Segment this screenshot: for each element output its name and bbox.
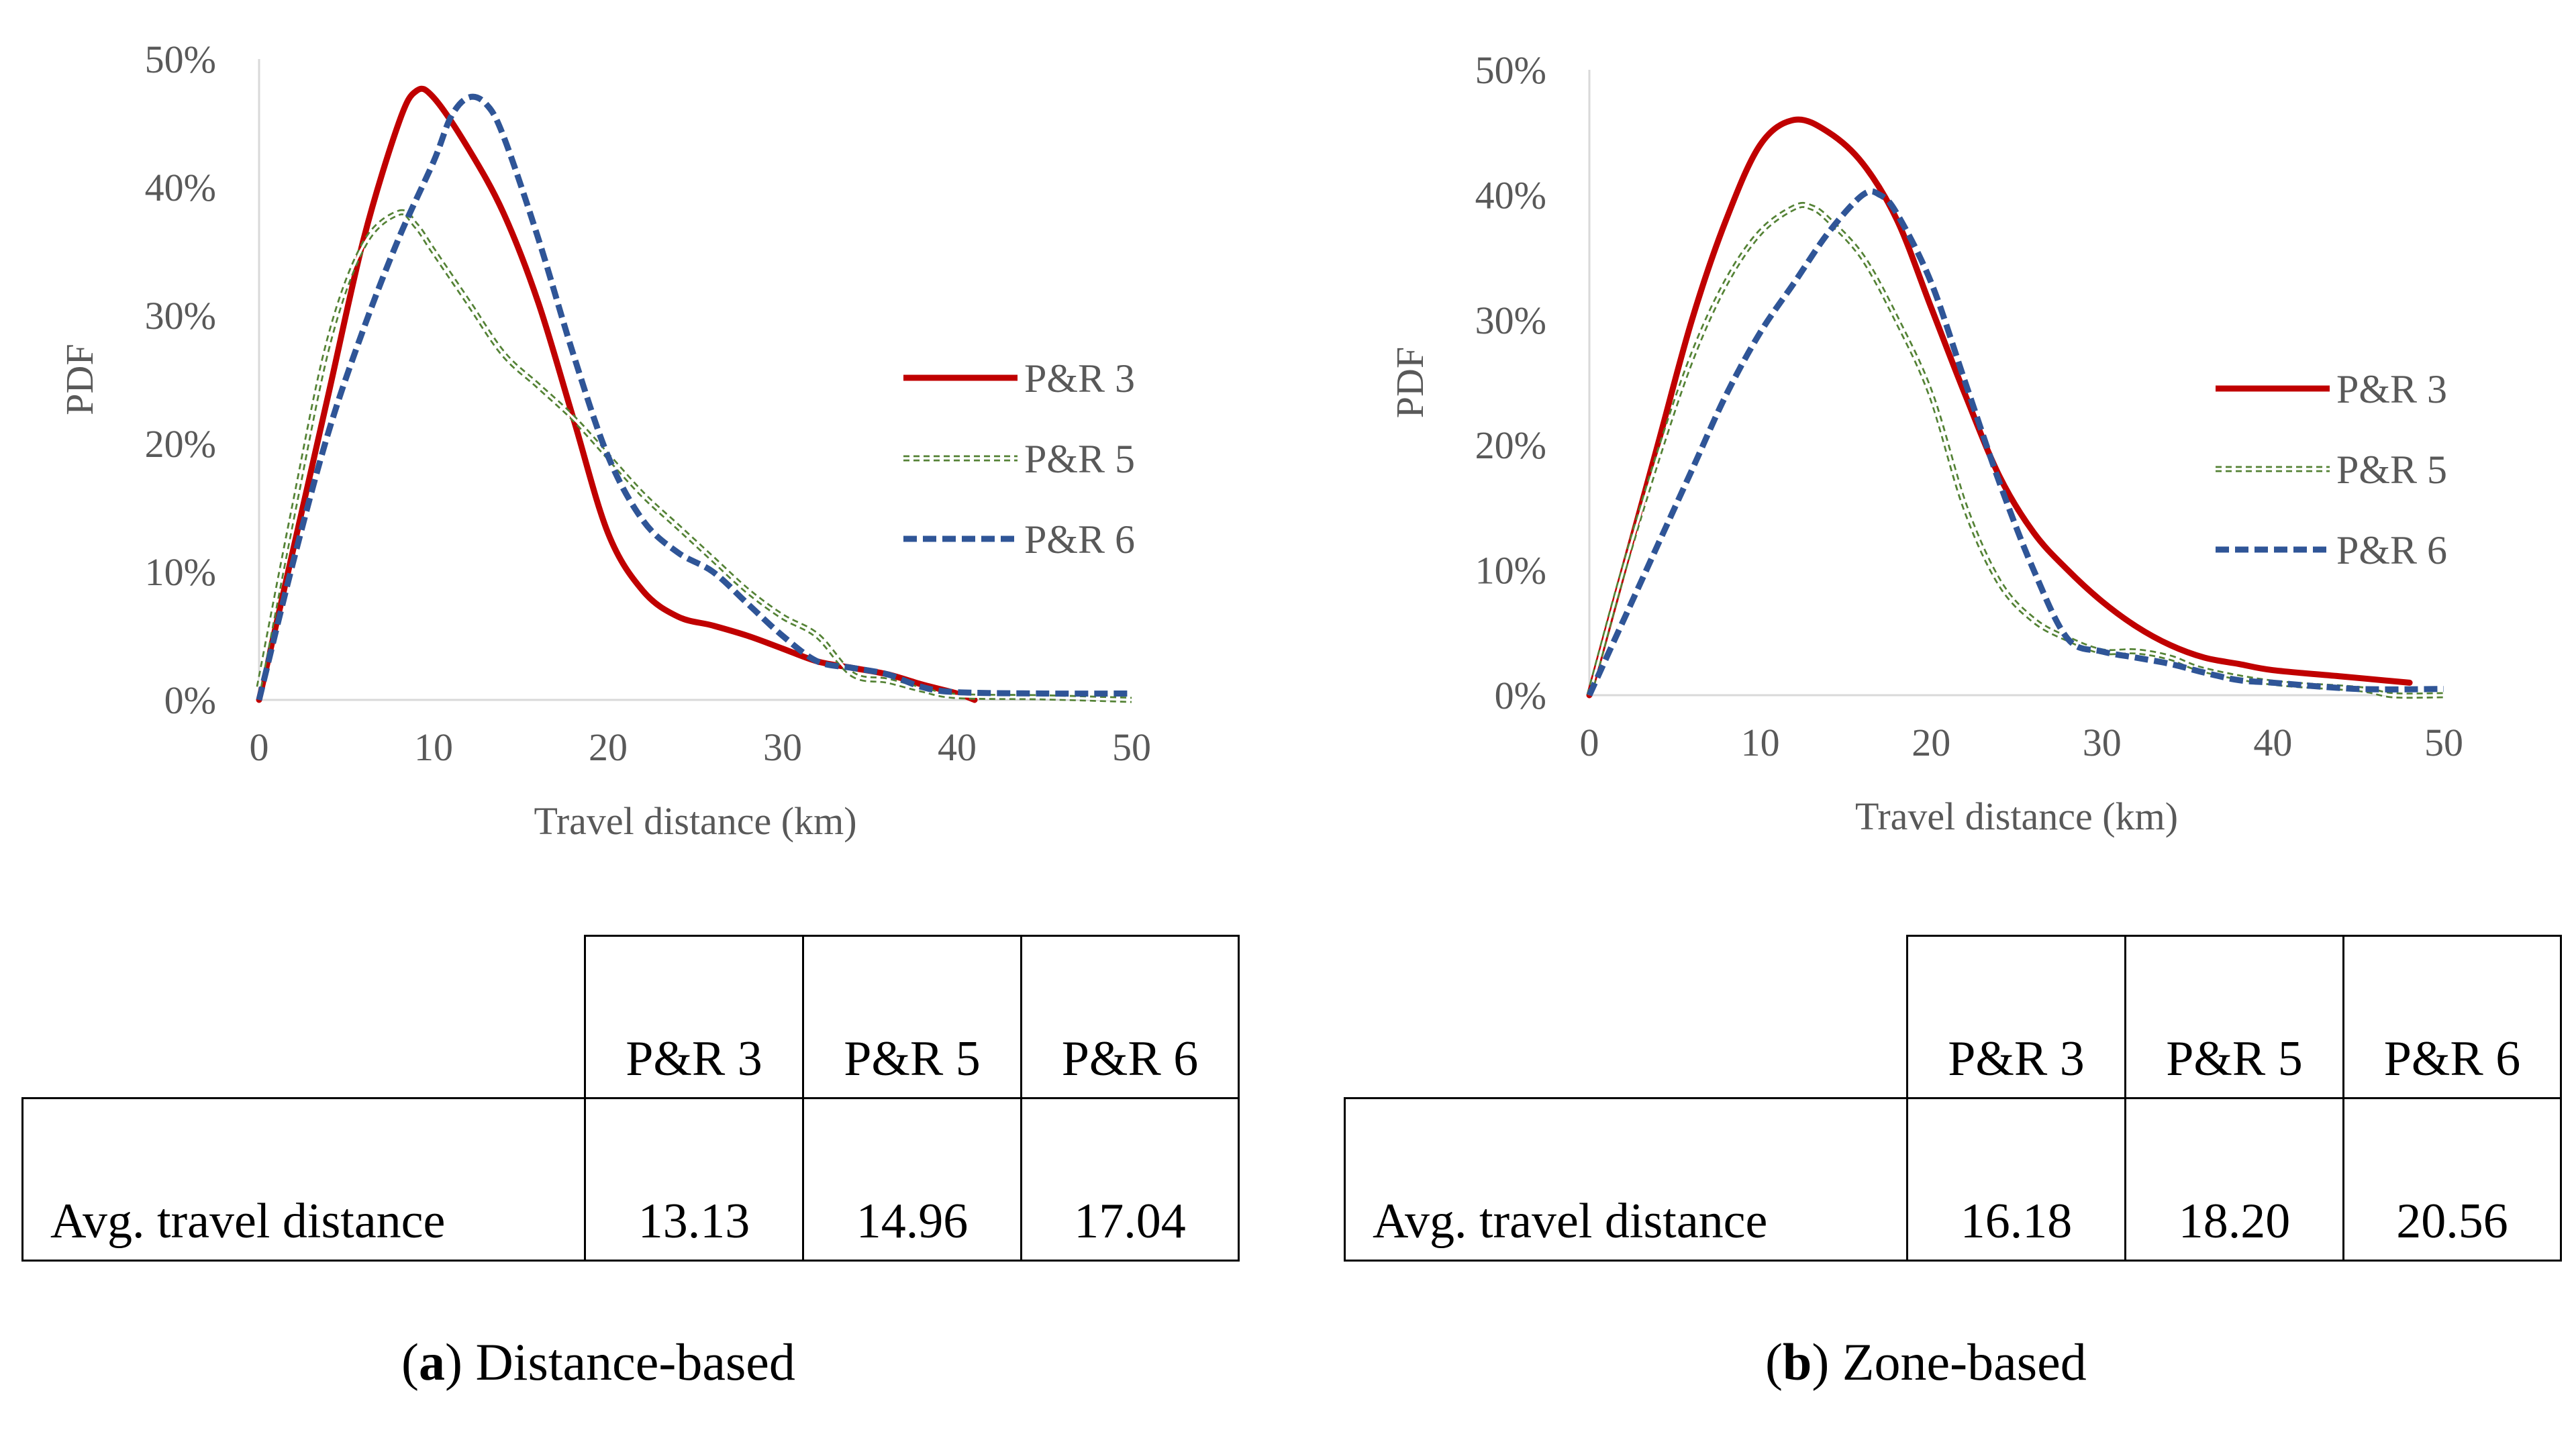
panel-zone-based: 0% 10% 20% 30% 40% 50% 0 10 20 30 40 50 Travel dista… bbox=[1288, 0, 2576, 1432]
y-tick-label: 20% bbox=[145, 422, 216, 466]
x-tick-label: 10 bbox=[414, 725, 453, 769]
y-tick-label: 40% bbox=[145, 166, 216, 209]
x-axis-title: Travel distance (km) bbox=[1855, 795, 2178, 838]
avg-distance-table: P&R 3 P&R 5 P&R 6 Avg. travel distance 1… bbox=[21, 935, 1240, 1262]
table-value-pr5: 14.96 bbox=[802, 1097, 1022, 1262]
y-tick-label: 0% bbox=[164, 678, 216, 722]
legend-label-pr5: P&R 5 bbox=[2336, 448, 2447, 492]
x-tick-label: 10 bbox=[1741, 721, 1780, 764]
caption-b: (b) Zone-based bbox=[1765, 1333, 2087, 1391]
table-value-pr3: 13.13 bbox=[584, 1097, 804, 1262]
table-corner-cell bbox=[22, 935, 586, 1099]
series-line-pr5-inner bbox=[1588, 203, 2444, 697]
series-line-pr3 bbox=[1586, 116, 2413, 699]
table-corner-cell bbox=[1344, 935, 1908, 1099]
table-value-pr6: 17.04 bbox=[1020, 1097, 1240, 1262]
y-axis-title: PDF bbox=[58, 344, 101, 415]
caption-text: Distance-based bbox=[475, 1333, 795, 1391]
x-tick-label: 40 bbox=[938, 725, 977, 769]
table-row: Avg. travel distance 13.13 14.96 17.04 bbox=[21, 1097, 1240, 1262]
y-tick-label: 10% bbox=[1475, 549, 1546, 593]
table-header-pr5: P&R 5 bbox=[802, 935, 1022, 1099]
table-row: Avg. travel distance 16.18 18.20 20.56 bbox=[1344, 1097, 2562, 1262]
y-tick-label: 40% bbox=[1475, 173, 1546, 217]
legend-label-pr3: P&R 3 bbox=[2336, 367, 2447, 411]
caption-letter: b bbox=[1782, 1333, 1812, 1391]
legend-label-pr6: P&R 6 bbox=[2336, 528, 2447, 572]
table-value-pr3: 16.18 bbox=[1906, 1097, 2126, 1262]
y-tick-label: 50% bbox=[145, 38, 216, 81]
table-row-label: Avg. travel distance bbox=[1344, 1097, 1908, 1262]
caption-text: Zone-based bbox=[1842, 1333, 2087, 1391]
y-tick-label: 50% bbox=[1475, 48, 1546, 92]
series-line-pr6 bbox=[256, 93, 1132, 701]
y-tick-label: 30% bbox=[145, 294, 216, 338]
table-header-pr3: P&R 3 bbox=[1906, 935, 2126, 1099]
x-tick-label: 20 bbox=[589, 725, 628, 769]
table-header-row: P&R 3 P&R 5 P&R 6 bbox=[22, 935, 1240, 1099]
x-tick-label: 40 bbox=[2253, 721, 2292, 764]
table-header-pr6: P&R 6 bbox=[1020, 935, 1240, 1099]
x-tick-label: 30 bbox=[763, 725, 802, 769]
table-value-pr5: 18.20 bbox=[2124, 1097, 2344, 1262]
y-tick-label: 0% bbox=[1495, 674, 1546, 717]
table-value-pr6: 20.56 bbox=[2342, 1097, 2562, 1262]
table-header-pr3: P&R 3 bbox=[584, 935, 804, 1099]
x-tick-label: 50 bbox=[1112, 725, 1151, 769]
legend-label-pr6: P&R 6 bbox=[1024, 517, 1135, 562]
series-line-pr5-inner bbox=[258, 211, 1132, 701]
x-axis-title: Travel distance (km) bbox=[534, 799, 856, 843]
legend-label-pr3: P&R 3 bbox=[1024, 356, 1135, 401]
table-header-pr5: P&R 5 bbox=[2124, 935, 2344, 1099]
x-tick-label: 0 bbox=[1580, 721, 1599, 764]
y-tick-label: 30% bbox=[1475, 299, 1546, 342]
series-line-pr5 bbox=[256, 209, 1132, 703]
y-axis-title: PDF bbox=[1388, 347, 1432, 418]
x-tick-label: 0 bbox=[250, 725, 269, 769]
avg-distance-table: P&R 3 P&R 5 P&R 6 Avg. travel distance 1… bbox=[1344, 935, 2562, 1262]
series-line-pr5 bbox=[1586, 201, 2444, 699]
series-line-pr6 bbox=[1586, 188, 2444, 697]
y-tick-label: 10% bbox=[145, 550, 216, 594]
y-tick-label: 20% bbox=[1475, 423, 1546, 467]
legend-label-pr5: P&R 5 bbox=[1024, 437, 1135, 481]
pdf-chart-zone-based: 0% 10% 20% 30% 40% 50% 0 10 20 30 40 50 Travel dista… bbox=[1388, 48, 2463, 838]
caption-a: (a) Distance-based bbox=[401, 1333, 795, 1391]
pdf-chart-distance-based: 0% 10% 20% 30% 40% 50% 0 10 20 30 40 50 Travel dista… bbox=[58, 38, 1151, 843]
series-line-pr3 bbox=[256, 85, 978, 703]
x-tick-label: 20 bbox=[1912, 721, 1950, 764]
table-header-row: P&R 3 P&R 5 P&R 6 bbox=[1344, 935, 2562, 1099]
caption-letter: a bbox=[418, 1333, 445, 1391]
x-tick-label: 30 bbox=[2083, 721, 2122, 764]
table-row-label: Avg. travel distance bbox=[21, 1097, 586, 1262]
panel-distance-based: 0% 10% 20% 30% 40% 50% 0 10 20 30 40 50 Travel dista… bbox=[21, 38, 1240, 1391]
x-tick-label: 50 bbox=[2424, 721, 2463, 764]
table-header-pr6: P&R 6 bbox=[2342, 935, 2562, 1099]
